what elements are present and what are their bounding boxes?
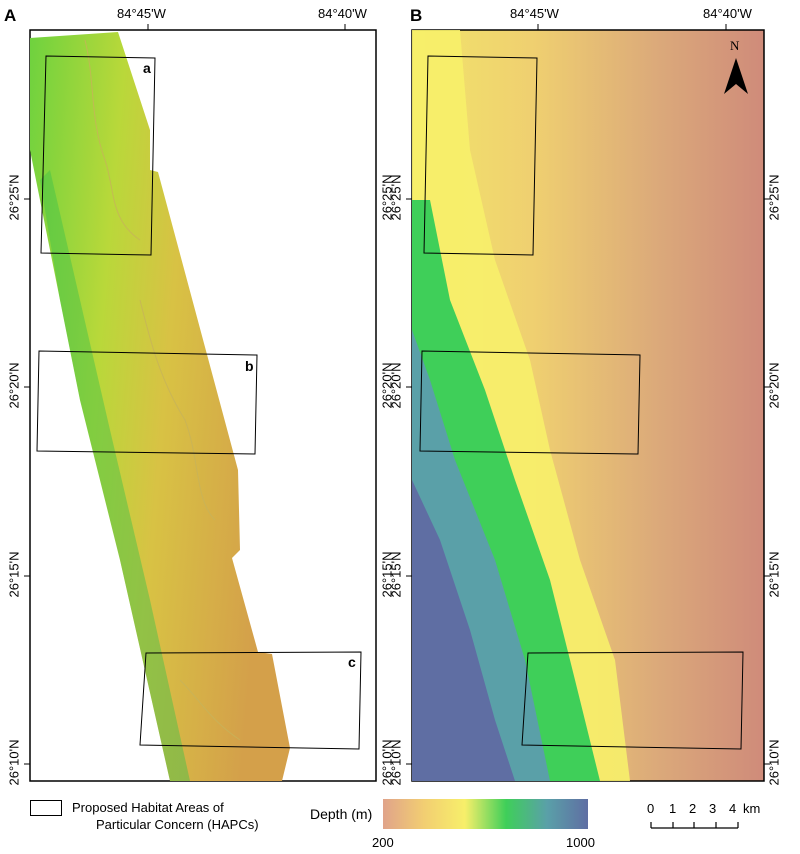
depth-color-ramp	[383, 799, 588, 829]
panel-b-lat-left-label-2: 26°20'N	[388, 362, 404, 409]
scale-bar-line	[650, 822, 739, 829]
panel-a-top-label-2: 84°40'W	[318, 6, 367, 21]
north-arrow-label: N	[730, 38, 740, 53]
hapc-box-b	[36, 350, 258, 455]
scale-tick-label-0: 0	[647, 801, 655, 816]
hapc-box-b-label: b	[245, 358, 254, 374]
panel-a-lat-label-3: 26°15'N	[6, 551, 22, 598]
scale-unit-label: km	[743, 801, 761, 816]
panel-b-map	[406, 24, 770, 782]
scale-tick-label-4: 4	[729, 801, 737, 816]
panel-b-deep-zone	[412, 480, 515, 781]
panel-a-lat-label-2: 26°20'N	[6, 362, 22, 409]
panel-b-lat-label-4: 26°10'N	[766, 739, 782, 786]
panel-a-map	[24, 24, 377, 782]
panel-a-lat-label-4: 26°10'N	[6, 739, 22, 786]
panel-b-lat-label-3: 26°15'N	[766, 551, 782, 598]
panel-a-deep-strip	[40, 170, 190, 781]
panel-b-lat-left-label-4: 26°10'N	[388, 739, 404, 786]
panel-b-lat-label-1: 26°25'N	[766, 174, 782, 221]
north-arrow-icon	[724, 58, 748, 94]
depth-max-label: 1000	[566, 835, 595, 850]
scale-bar: 0 1 2 3 4 km	[646, 798, 786, 838]
panel-a-scarp-lines	[84, 39, 241, 741]
hapc-legend-line-2: Particular Concern (HAPCs)	[96, 817, 259, 832]
panel-a-hapc-boxes	[36, 55, 362, 750]
panel-b-top-label-1: 84°45'W	[510, 6, 559, 21]
panel-a-lat-label-1: 26°25'N	[6, 174, 22, 221]
scale-tick-label-1: 1	[669, 801, 677, 816]
panel-b-lat-label-2: 26°20'N	[766, 362, 782, 409]
panel-b-lat-left-label-1: 26°25'N	[388, 174, 404, 221]
hapc-legend-swatch	[30, 800, 62, 816]
panel-a-top-label-1: 84°45'W	[117, 6, 166, 21]
hapc-legend-line-1: Proposed Habitat Areas of	[72, 800, 224, 815]
panel-b-hapc-box-1	[423, 55, 538, 256]
scale-tick-label-3: 3	[709, 801, 717, 816]
panel-b-top-label-2: 84°40'W	[703, 6, 752, 21]
panel-b-letter: B	[410, 6, 423, 25]
panel-b-hapc-box-3	[521, 651, 744, 750]
panel-a-letter: A	[4, 6, 17, 25]
panel-b-hapc-boxes	[419, 55, 744, 750]
panel-a-bathymetry-swath	[30, 32, 290, 781]
hapc-box-c	[139, 651, 362, 750]
panel-b-hapc-box-2	[419, 350, 641, 455]
scale-tick-label-2: 2	[689, 801, 697, 816]
depth-legend-title: Depth (m)	[310, 806, 373, 822]
panel-b-ticks	[406, 24, 770, 765]
depth-min-label: 200	[372, 835, 394, 850]
panel-b-lat-left-label-3: 26°15'N	[388, 551, 404, 598]
hapc-box-c-label: c	[348, 654, 356, 670]
hapc-box-a	[40, 55, 156, 256]
hapc-box-a-label: a	[143, 60, 151, 76]
panel-a-ticks	[24, 24, 346, 765]
